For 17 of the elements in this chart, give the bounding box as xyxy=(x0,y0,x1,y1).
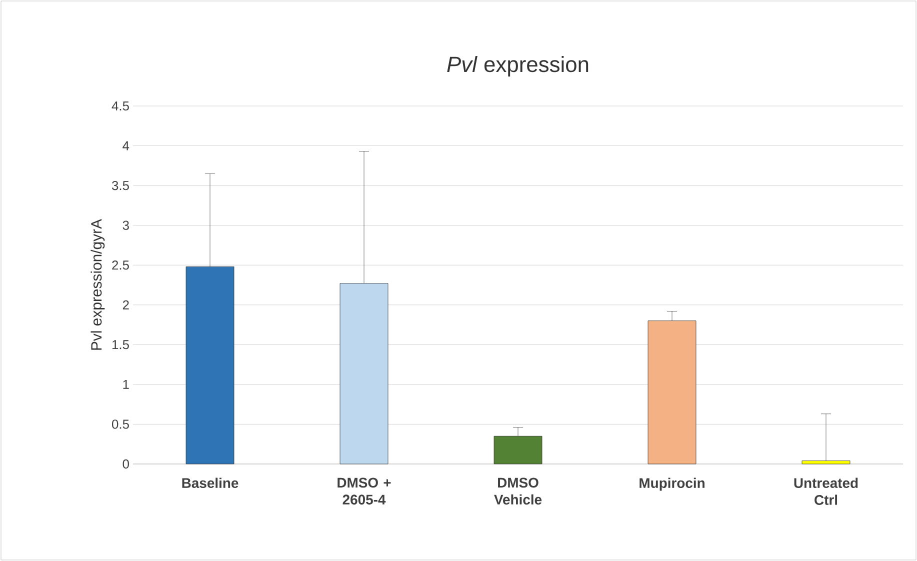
x-tick-label: Mupirocin xyxy=(640,478,704,491)
y-tick-label: 0 xyxy=(122,459,129,469)
y-tick-label: 1.5 xyxy=(112,340,129,350)
y-tick-label: 3 xyxy=(122,220,129,230)
x-tick-label: DMSO Vehicle xyxy=(494,478,542,505)
y-tick-label: 3.5 xyxy=(112,180,129,190)
chart-title: Pvl expression xyxy=(447,56,588,76)
y-tick-label: 0.5 xyxy=(112,420,129,429)
y-axis-title: Pvl expression/gyrA xyxy=(90,219,105,350)
y-tick-label: 1 xyxy=(123,380,129,389)
x-tick-label: Untreated Ctrl xyxy=(794,478,858,505)
y-tick-label: 4 xyxy=(122,141,130,150)
x-tick-label: Baseline xyxy=(182,478,238,488)
y-tick-label: 2 xyxy=(122,300,129,310)
x-tick-label: DMSO + 2605-4 xyxy=(338,478,391,505)
y-tick-label: 2.5 xyxy=(112,260,129,270)
y-tick-label: 4.5 xyxy=(112,101,129,110)
